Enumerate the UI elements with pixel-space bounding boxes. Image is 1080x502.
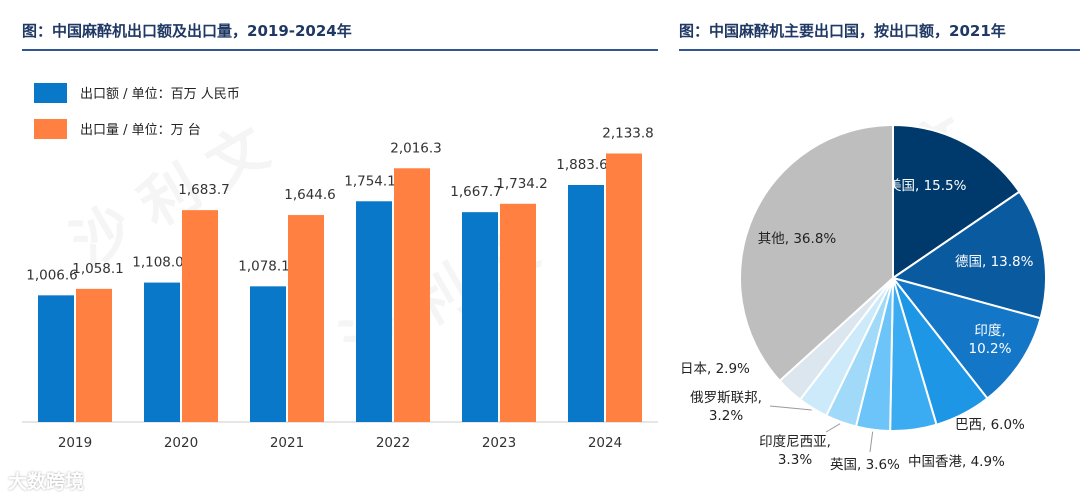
bar-export-value	[568, 184, 604, 422]
data-label: 2,133.8	[602, 125, 654, 141]
legend-label: 出口额 / 单位：百万 人民币	[80, 87, 240, 102]
bar-export-value	[250, 286, 286, 422]
pie-label: 美国, 15.5%	[888, 178, 967, 194]
pie-label: 其他, 36.8%	[758, 231, 837, 247]
leader-line	[825, 423, 841, 433]
legend-swatch	[34, 83, 67, 103]
pie-label: 英国, 3.6%	[830, 456, 900, 473]
data-label: 1,883.6	[556, 157, 608, 173]
x-tick-label: 2023	[482, 435, 516, 451]
pie-slice	[890, 276, 1042, 400]
x-tick-label: 2021	[270, 435, 304, 451]
bar-export-value	[38, 295, 74, 422]
pie-slice	[889, 277, 938, 432]
pie-label: 德国, 13.8%	[955, 254, 1034, 270]
pie-slice	[778, 277, 894, 402]
legend-swatch	[34, 119, 67, 139]
data-label: 1,683.7	[178, 182, 230, 198]
data-label: 1,734.2	[496, 176, 548, 192]
data-label: 1,754.1	[344, 173, 396, 189]
pie-slice	[890, 190, 1048, 320]
bar-export-value	[144, 282, 180, 422]
left-chart-title: 图：中国麻醉机出口额及出口量，2019-2024年	[22, 22, 352, 40]
bar-export-volume	[606, 153, 642, 422]
data-label: 1,078.1	[238, 258, 290, 274]
bar-export-volume	[500, 203, 536, 422]
pie-label: 俄罗斯联邦, 3.2%	[690, 390, 762, 424]
pie-slice	[854, 277, 894, 432]
title-rule	[22, 49, 658, 51]
pie-label: 巴西, 6.0%	[955, 417, 1025, 433]
pie-slice	[892, 277, 989, 426]
legend-label: 出口量 / 单位：万 台	[80, 123, 201, 138]
data-label: 1,644.6	[284, 187, 336, 203]
pie-slice	[798, 277, 894, 418]
pie-slice	[739, 123, 894, 383]
pie-label: 日本, 2.9%	[680, 361, 750, 377]
leader-line	[869, 431, 874, 453]
brand-logo: 大数跨境	[8, 467, 84, 494]
bar-export-value	[462, 212, 498, 422]
data-label: 1,006.6	[26, 267, 78, 283]
x-tick-label: 2019	[58, 435, 92, 451]
x-tick-label: 2024	[588, 435, 622, 451]
bar-export-volume	[76, 288, 112, 422]
pie-label: 印度, 10.2%	[969, 323, 1012, 357]
brand-text: 大数跨境	[8, 471, 85, 493]
x-tick-label: 2020	[164, 435, 198, 451]
bar-export-value	[356, 201, 392, 422]
data-label: 1,058.1	[72, 261, 124, 277]
pie-label: 印度尼西亚, 3.3%	[759, 434, 831, 468]
pie-label: 中国香港, 4.9%	[908, 454, 1005, 470]
bar-export-volume	[394, 168, 430, 422]
pie-slice	[892, 123, 1021, 280]
bar-export-volume	[288, 215, 324, 422]
x-tick-label: 2022	[376, 435, 410, 451]
watermark: 沙 利 文	[759, 103, 980, 270]
pie-slice	[824, 277, 894, 428]
data-label: 2,016.3	[390, 140, 442, 156]
title-rule	[679, 49, 1080, 51]
data-label: 1,108.0	[132, 255, 184, 271]
data-label: 1,667.7	[450, 184, 502, 200]
leader-line	[769, 405, 812, 411]
bar-export-volume	[182, 210, 218, 422]
right-chart-title: 图：中国麻醉机主要出口国，按出口额，2021年	[679, 22, 1006, 40]
